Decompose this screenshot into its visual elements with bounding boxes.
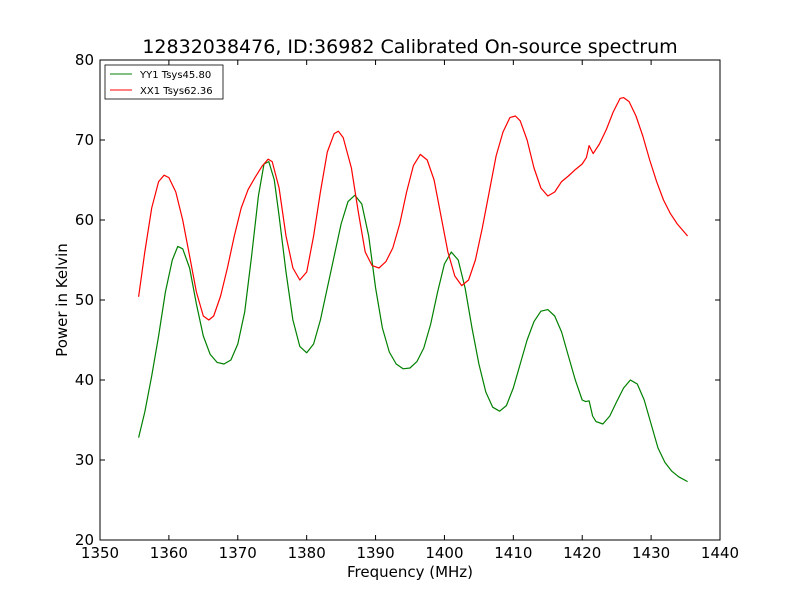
- y-tick-label: 30: [75, 451, 94, 469]
- x-tick-label: 1420: [563, 544, 601, 562]
- legend-box: [104, 64, 224, 100]
- legend-label-xx1: XX1 Tsys62.36: [140, 86, 213, 97]
- legend: YY1 Tsys45.80 XX1 Tsys62.36: [104, 64, 224, 100]
- y-tick-label: 40: [75, 371, 94, 389]
- y-tick-label: 60: [75, 211, 94, 229]
- tick-layer: 1350 1360 1370 1380 1390 1400 1410 1420 1430 1440…: [75, 51, 739, 562]
- x-tick-label: 1430: [632, 544, 670, 562]
- chart-title: 12832038476, ID:36982 Calibrated On-sour…: [142, 36, 677, 58]
- x-tick-label: 1400: [425, 544, 463, 562]
- plot-area-frame: [99, 59, 721, 541]
- series-line-xx1: [138, 97, 689, 321]
- x-tick-label: 1360: [150, 544, 188, 562]
- series-layer: [138, 97, 689, 483]
- x-tick-label: 1370: [219, 544, 257, 562]
- x-tick-label: 1440: [701, 544, 739, 562]
- series-line-yy1: [138, 161, 688, 483]
- x-tick-label: 1380: [288, 544, 326, 562]
- y-tick-label: 80: [75, 51, 94, 69]
- x-tick-label: 1350: [81, 544, 119, 562]
- y-axis-label: Power in Kelvin: [53, 243, 71, 357]
- x-tick-label: 1410: [494, 544, 532, 562]
- y-tick-label: 20: [75, 531, 94, 549]
- legend-label-yy1: YY1 Tsys45.80: [139, 70, 211, 81]
- y-tick-label: 50: [75, 291, 94, 309]
- y-tick-label: 70: [75, 131, 94, 149]
- x-axis-label: Frequency (MHz): [347, 563, 473, 581]
- x-tick-label: 1390: [356, 544, 394, 562]
